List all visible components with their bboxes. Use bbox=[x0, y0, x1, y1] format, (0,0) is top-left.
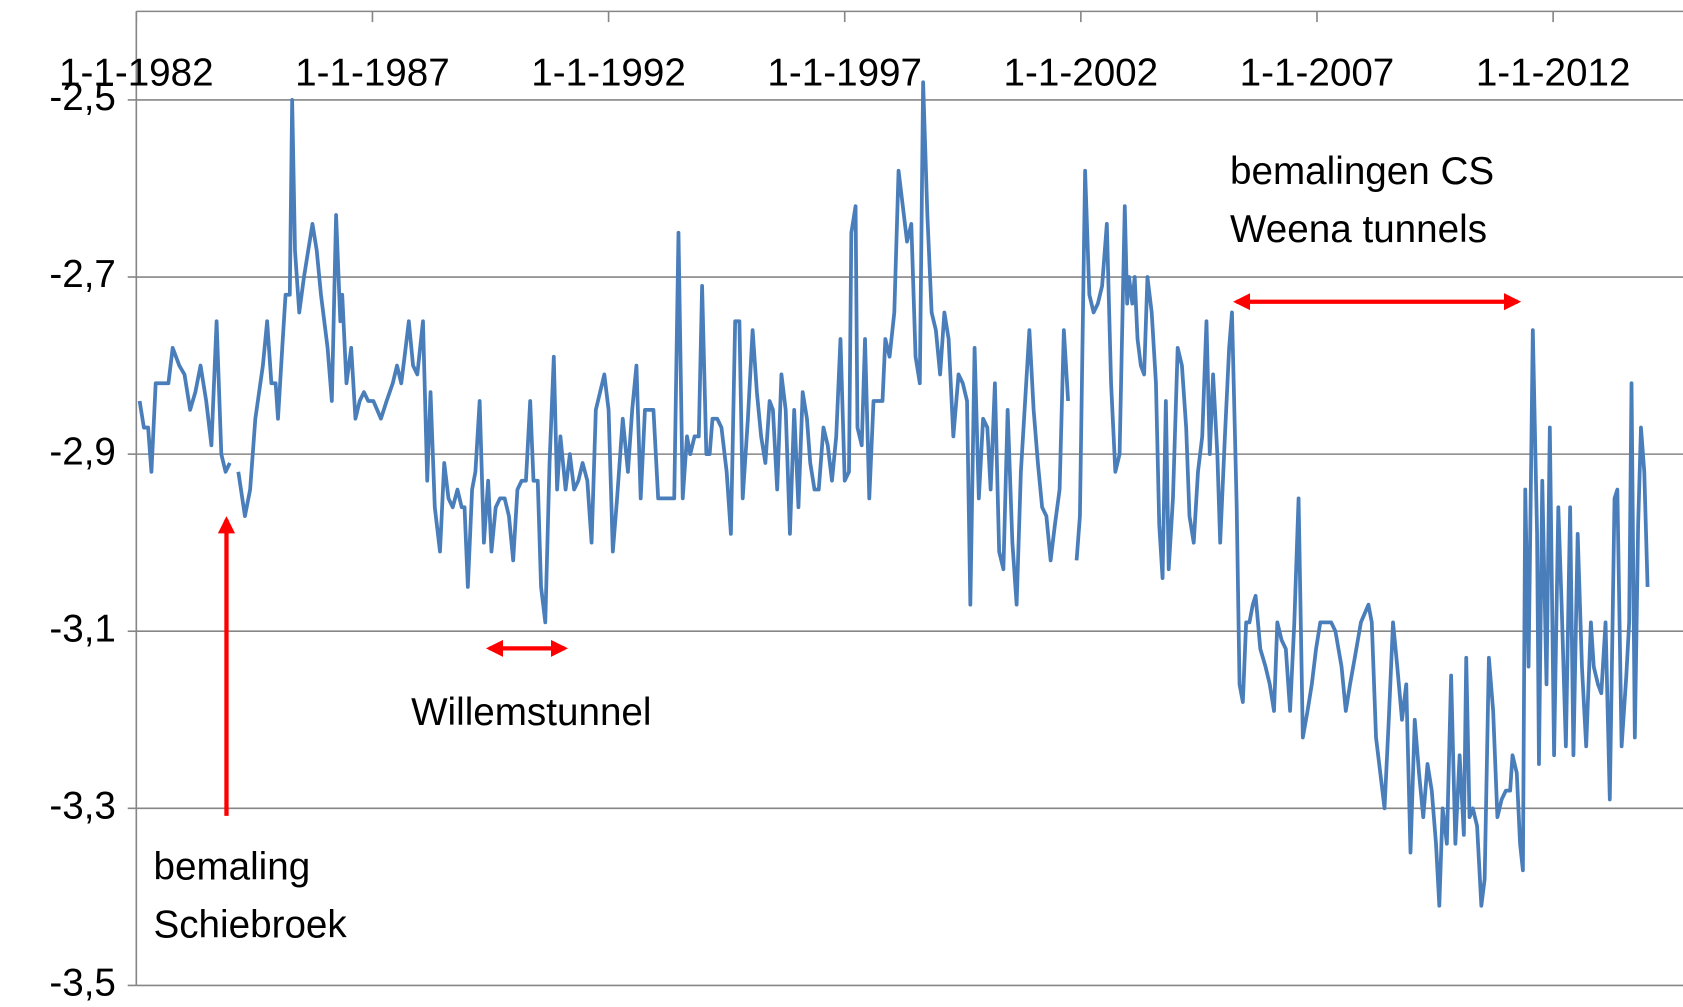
x-tick-label: 1-1-2002 bbox=[1004, 51, 1159, 94]
x-tick-label: 1-1-1987 bbox=[295, 51, 450, 94]
x-tick-label: 1-1-1997 bbox=[767, 51, 922, 94]
annotation: bemaling bbox=[153, 846, 310, 889]
y-tick-label: -2,9 bbox=[49, 430, 116, 473]
plot-area: -2,5 -2,7 -2,9 -3,1 -3,3 -3,5 1-1-1982 1-1-1987… bbox=[49, 10, 1683, 1005]
y-tick-label: -3,5 bbox=[49, 962, 116, 1005]
data-line bbox=[137, 80, 1650, 908]
annotation: bemalingen CS bbox=[1230, 150, 1494, 193]
x-tick-label: 1-1-1982 bbox=[59, 51, 214, 94]
y-tick-label: -2,5 bbox=[49, 76, 116, 119]
x-tick-label: 1-1-2012 bbox=[1476, 51, 1631, 94]
y-tick-label: -3,1 bbox=[49, 607, 116, 650]
y-tick-label: -3,3 bbox=[49, 785, 116, 828]
x-tick-label: 1-1-1992 bbox=[531, 51, 686, 94]
annotation: Weena tunnels bbox=[1230, 208, 1487, 251]
x-tick-label: 1-1-2007 bbox=[1240, 51, 1395, 94]
annotation: Willemstunnel bbox=[411, 691, 651, 734]
y-tick-label: -2,7 bbox=[49, 253, 116, 296]
annotation: Schiebroek bbox=[153, 904, 347, 947]
